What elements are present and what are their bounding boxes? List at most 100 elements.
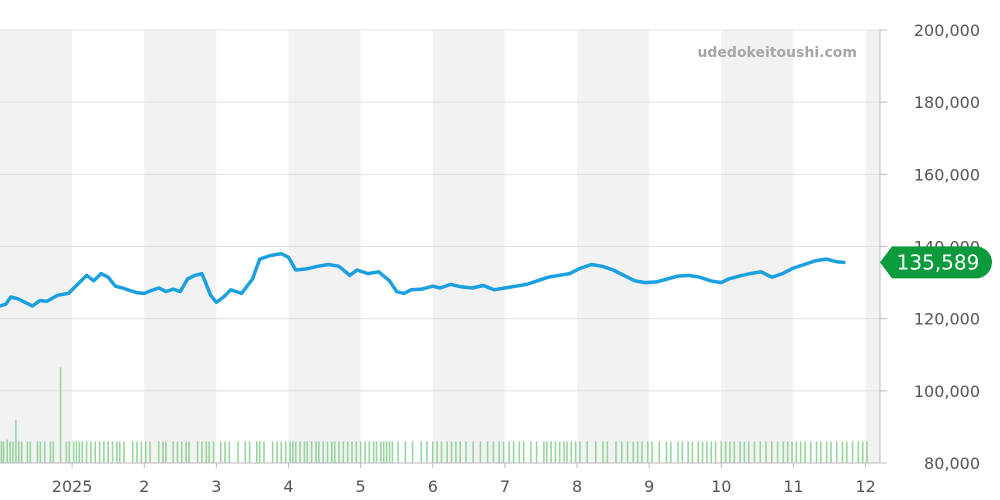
volume-bar [208, 441, 210, 463]
volume-bar [375, 441, 378, 463]
volume-bar [303, 441, 306, 463]
volume-bar [205, 441, 208, 463]
volume-bar [39, 441, 42, 463]
volume-bar [0, 441, 3, 463]
volume-bar [380, 441, 382, 463]
x-tick-label: 7 [500, 477, 510, 496]
volume-bar [244, 441, 247, 463]
volume-bar [331, 441, 333, 463]
volume-bar [372, 441, 375, 463]
volume-bar [658, 441, 661, 463]
volume-bar [706, 441, 708, 463]
y-tick-label: 120,000 [914, 310, 980, 329]
volume-bar [157, 441, 160, 463]
volume-bar [248, 441, 251, 463]
volume-bar [691, 441, 694, 463]
volume-bar [116, 441, 118, 463]
volume-bar [299, 441, 301, 463]
volume-bar [512, 441, 515, 463]
volume-bar [49, 441, 52, 463]
volume-bar [602, 441, 604, 463]
volume-bar [522, 441, 525, 463]
volume-bar [446, 441, 449, 463]
volume-bar [111, 441, 114, 463]
current-value-badge: 135,589 [880, 246, 992, 279]
volume-bar [841, 441, 844, 463]
volume-bar [765, 441, 767, 463]
volume-bar [2, 441, 5, 463]
volume-bar [17, 441, 20, 463]
volume-bar [90, 441, 92, 463]
volume-bar [861, 441, 864, 463]
volume-bar [641, 441, 643, 463]
volume-bar [284, 441, 287, 463]
volume-bar [791, 441, 793, 463]
volume-bar [65, 441, 68, 463]
volume-bar [185, 441, 187, 463]
volume-bar [701, 441, 704, 463]
volume-bar [6, 439, 9, 463]
volume-bar [455, 441, 457, 463]
volume-bar [411, 441, 414, 463]
volume-bar [626, 441, 629, 463]
volume-bar [632, 441, 635, 463]
x-tick-label: 6 [428, 477, 438, 496]
volume-bar [276, 441, 278, 463]
x-tick-label: 11 [783, 477, 803, 496]
volume-bar [615, 441, 617, 463]
volume-bar [188, 441, 190, 463]
volume-bar [118, 441, 121, 463]
volume-bar [651, 441, 653, 463]
volume-bar [9, 441, 11, 463]
volume-bar [123, 441, 125, 463]
volume-bar [431, 441, 434, 463]
volume-bar [620, 441, 623, 463]
y-tick-label: 160,000 [914, 165, 980, 184]
volume-bar [368, 441, 371, 463]
volume-bar [263, 441, 265, 463]
volume-bar [646, 441, 649, 463]
volume-bar [280, 441, 283, 463]
volume-bar [636, 441, 639, 463]
volume-bar [665, 441, 668, 463]
volume-bar [364, 441, 366, 463]
volume-bar [450, 441, 453, 463]
volume-bar [382, 441, 385, 463]
volume-bar [292, 441, 294, 463]
x-tick-label: 2025 [52, 477, 93, 496]
volume-bar [566, 441, 568, 463]
volume-bar [459, 441, 461, 463]
volume-bar [804, 441, 806, 463]
volume-bar [687, 441, 689, 463]
volume-bar [165, 441, 167, 463]
x-tick-label: 9 [644, 477, 654, 496]
volume-bar [219, 441, 222, 463]
volume-bar [502, 441, 505, 463]
volume-bar [144, 441, 147, 463]
volume-bar [306, 441, 309, 463]
volume-bar [180, 441, 183, 463]
x-tick-label: 4 [283, 477, 293, 496]
volume-bar [72, 441, 75, 463]
volume-bar [518, 441, 521, 463]
volume-bar [342, 441, 345, 463]
x-tick-label: 10 [711, 477, 731, 496]
volume-bar [162, 441, 164, 463]
volume-bar [391, 441, 394, 463]
volume-bar [436, 441, 438, 463]
y-tick-label: 200,000 [914, 21, 980, 40]
x-tick-label: 8 [572, 477, 582, 496]
volume-bar [486, 441, 489, 463]
volume-bar [172, 441, 174, 463]
volume-bar [545, 441, 548, 463]
volume-bar [479, 441, 482, 463]
volume-bar [830, 441, 832, 463]
volume-bar [786, 441, 789, 463]
volume-bar [440, 441, 443, 463]
volume-bar [535, 441, 538, 463]
volume-bar [771, 441, 773, 463]
price-line [0, 251, 846, 308]
current-value-badge-shape [880, 246, 992, 279]
volume-bar [543, 441, 545, 463]
volume-bar [508, 441, 511, 463]
